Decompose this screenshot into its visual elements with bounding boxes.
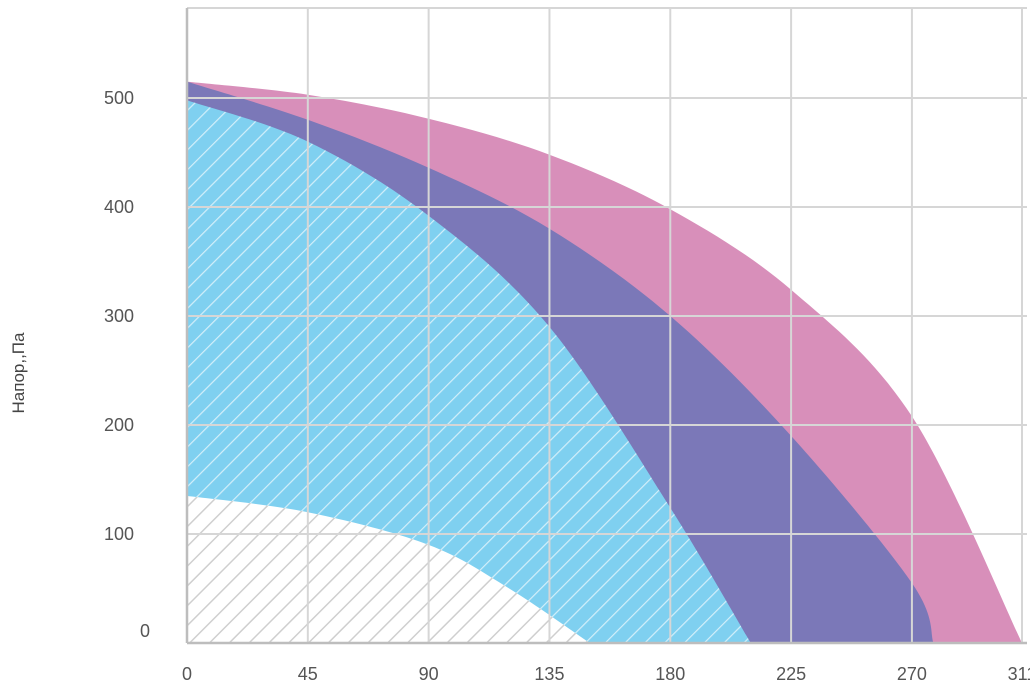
y-tick-label: 200 bbox=[104, 415, 134, 435]
x-tick-label: 311 bbox=[1008, 664, 1030, 684]
x-tick-label: 180 bbox=[655, 664, 685, 684]
x-tick-label: 270 bbox=[897, 664, 927, 684]
y-tick-label: 0 bbox=[140, 621, 150, 641]
hatched-region-upper bbox=[187, 100, 751, 643]
x-tick-label: 45 bbox=[298, 664, 318, 684]
hatched-region-group bbox=[187, 100, 751, 643]
x-tick-label: 135 bbox=[534, 664, 564, 684]
x-tick-label: 0 bbox=[182, 664, 192, 684]
axes bbox=[185, 8, 1027, 645]
x-tick-label: 90 bbox=[419, 664, 439, 684]
y-tick-labels: 0 100 200 300 400 500 bbox=[104, 88, 150, 641]
hatched-region-lower bbox=[187, 495, 751, 643]
x-tick-label: 225 bbox=[776, 664, 806, 684]
y-axis-title: Напор,,Па bbox=[9, 332, 28, 414]
y-tick-label: 500 bbox=[104, 88, 134, 108]
x-tick-labels: 0 45 90 135 180 225 270 311 bbox=[182, 664, 1030, 684]
y-tick-label: 100 bbox=[104, 524, 134, 544]
y-tick-label: 400 bbox=[104, 197, 134, 217]
y-tick-label: 300 bbox=[104, 306, 134, 326]
